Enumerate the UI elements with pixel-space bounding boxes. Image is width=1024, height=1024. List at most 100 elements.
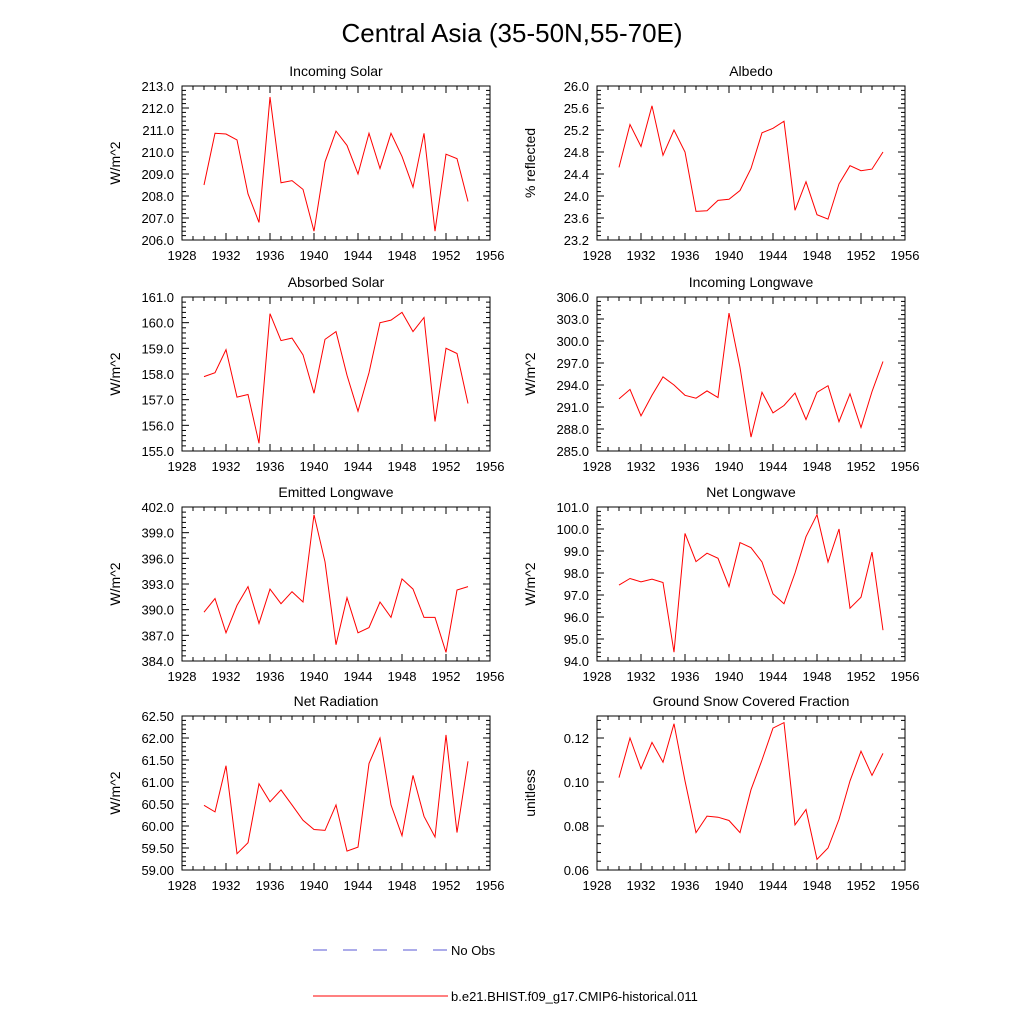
panel-title: Incoming Solar bbox=[289, 63, 383, 79]
x-tick-label: 1936 bbox=[256, 878, 285, 893]
y-tick-label: 210.0 bbox=[141, 145, 174, 160]
x-tick-label: 1932 bbox=[212, 459, 241, 474]
y-tick-label: 291.0 bbox=[556, 400, 589, 415]
plot-frame bbox=[181, 296, 491, 452]
y-tick-label: 59.00 bbox=[141, 863, 174, 878]
x-tick-label: 1932 bbox=[627, 459, 656, 474]
x-tick-label: 1952 bbox=[432, 248, 461, 263]
y-tick-label: 94.0 bbox=[564, 654, 589, 669]
panel-ground-snow-covered-fraction: Ground Snow Covered Fraction unitless 1928… bbox=[522, 693, 919, 893]
y-tick-label: 206.0 bbox=[141, 233, 174, 248]
x-tick-label: 1928 bbox=[168, 669, 197, 684]
x-tick-label: 1940 bbox=[715, 669, 744, 684]
y-tick-label: 155.0 bbox=[141, 444, 174, 459]
x-tick-label: 1944 bbox=[759, 669, 788, 684]
panel-title: Albedo bbox=[729, 63, 773, 79]
x-tick-label: 1940 bbox=[300, 669, 329, 684]
x-tick-label: 1944 bbox=[344, 248, 373, 263]
legend-label-model: b.e21.BHIST.f09_g17.CMIP6-historical.011 bbox=[451, 989, 698, 1004]
x-tick-label: 1932 bbox=[627, 878, 656, 893]
x-tick-label: 1928 bbox=[583, 878, 612, 893]
y-tick-label: 0.06 bbox=[564, 863, 589, 878]
y-tick-label: 61.00 bbox=[141, 775, 174, 790]
x-tick-label: 1936 bbox=[671, 459, 700, 474]
x-tick-label: 1944 bbox=[759, 248, 788, 263]
x-tick-label: 1948 bbox=[803, 878, 832, 893]
x-tick-label: 1940 bbox=[715, 248, 744, 263]
panel-net-radiation: Net Radiation W/m^2 1928 1932 1936 1940 1944 19… bbox=[107, 693, 504, 893]
series-line-model bbox=[203, 734, 469, 855]
y-tick-label: 212.0 bbox=[141, 101, 174, 116]
y-tick-label: 213.0 bbox=[141, 79, 174, 94]
y-tick-label: 160.0 bbox=[141, 316, 174, 331]
y-tick-label: 303.0 bbox=[556, 312, 589, 327]
x-tick-label: 1956 bbox=[891, 248, 920, 263]
y-tick-label: 101.0 bbox=[556, 500, 589, 515]
x-tick-label: 1948 bbox=[388, 248, 417, 263]
panel-title: Net Longwave bbox=[706, 484, 796, 500]
y-tick-label: 208.0 bbox=[141, 189, 174, 204]
figure-title: Central Asia (35-50N,55-70E) bbox=[341, 18, 682, 48]
x-tick-label: 1932 bbox=[212, 248, 241, 263]
panel-title: Emitted Longwave bbox=[278, 484, 393, 500]
series-line-model bbox=[203, 311, 469, 444]
y-axis-label: % reflected bbox=[522, 128, 538, 198]
y-tick-label: 98.0 bbox=[564, 566, 589, 581]
x-tick-label: 1940 bbox=[715, 459, 744, 474]
y-axis-label: W/m^2 bbox=[522, 562, 538, 605]
x-tick-label: 1932 bbox=[212, 669, 241, 684]
x-tick-label: 1940 bbox=[715, 878, 744, 893]
y-tick-label: 25.6 bbox=[564, 101, 589, 116]
x-tick-label: 1944 bbox=[344, 669, 373, 684]
y-tick-label: 59.50 bbox=[141, 841, 174, 856]
x-tick-label: 1928 bbox=[168, 459, 197, 474]
y-tick-label: 24.4 bbox=[564, 167, 589, 182]
x-tick-label: 1928 bbox=[168, 878, 197, 893]
x-tick-label: 1956 bbox=[891, 878, 920, 893]
panel-title: Ground Snow Covered Fraction bbox=[653, 693, 850, 709]
y-tick-label: 60.00 bbox=[141, 819, 174, 834]
x-tick-label: 1956 bbox=[891, 459, 920, 474]
y-tick-label: 402.0 bbox=[141, 500, 174, 515]
y-tick-label: 161.0 bbox=[141, 290, 174, 305]
y-tick-label: 300.0 bbox=[556, 334, 589, 349]
y-tick-label: 390.0 bbox=[141, 603, 174, 618]
x-tick-label: 1944 bbox=[759, 878, 788, 893]
y-tick-label: 95.0 bbox=[564, 632, 589, 647]
x-tick-label: 1952 bbox=[432, 878, 461, 893]
x-tick-label: 1956 bbox=[476, 878, 505, 893]
panel-absorbed-solar: Absorbed Solar W/m^2 1928 1932 1936 1940 1944 1… bbox=[107, 274, 504, 474]
y-tick-label: 396.0 bbox=[141, 551, 174, 566]
x-tick-label: 1936 bbox=[256, 669, 285, 684]
y-tick-label: 207.0 bbox=[141, 211, 174, 226]
y-tick-label: 0.10 bbox=[564, 775, 589, 790]
plot-frame bbox=[596, 715, 906, 871]
panel-emitted-longwave: Emitted Longwave W/m^2 1928 1932 1936 1940 194… bbox=[107, 484, 504, 684]
x-tick-label: 1952 bbox=[847, 459, 876, 474]
x-tick-label: 1936 bbox=[256, 459, 285, 474]
y-tick-label: 99.0 bbox=[564, 544, 589, 559]
x-tick-label: 1936 bbox=[256, 248, 285, 263]
y-tick-label: 100.0 bbox=[556, 522, 589, 537]
x-tick-label: 1928 bbox=[583, 669, 612, 684]
x-tick-label: 1932 bbox=[627, 669, 656, 684]
x-tick-label: 1936 bbox=[671, 669, 700, 684]
y-axis-label: W/m^2 bbox=[107, 562, 123, 605]
y-tick-label: 156.0 bbox=[141, 418, 174, 433]
legend: No Obs b.e21.BHIST.f09_g17.CMIP6-histori… bbox=[313, 943, 698, 1004]
series-line-model bbox=[203, 96, 469, 232]
x-tick-label: 1940 bbox=[300, 878, 329, 893]
y-axis-label: W/m^2 bbox=[107, 771, 123, 814]
series-line-model bbox=[618, 313, 884, 438]
y-tick-label: 211.0 bbox=[142, 123, 174, 138]
y-tick-label: 294.0 bbox=[556, 378, 589, 393]
y-tick-label: 62.00 bbox=[141, 731, 174, 746]
panels: Incoming Solar W/m^2 1928 1932 1936 1940 1944 1… bbox=[107, 63, 919, 893]
plot-frame bbox=[181, 506, 491, 662]
y-tick-label: 25.2 bbox=[564, 123, 589, 138]
y-axis-label: W/m^2 bbox=[107, 141, 123, 184]
y-tick-label: 387.0 bbox=[141, 628, 174, 643]
x-tick-label: 1956 bbox=[476, 459, 505, 474]
y-tick-label: 285.0 bbox=[556, 444, 589, 459]
